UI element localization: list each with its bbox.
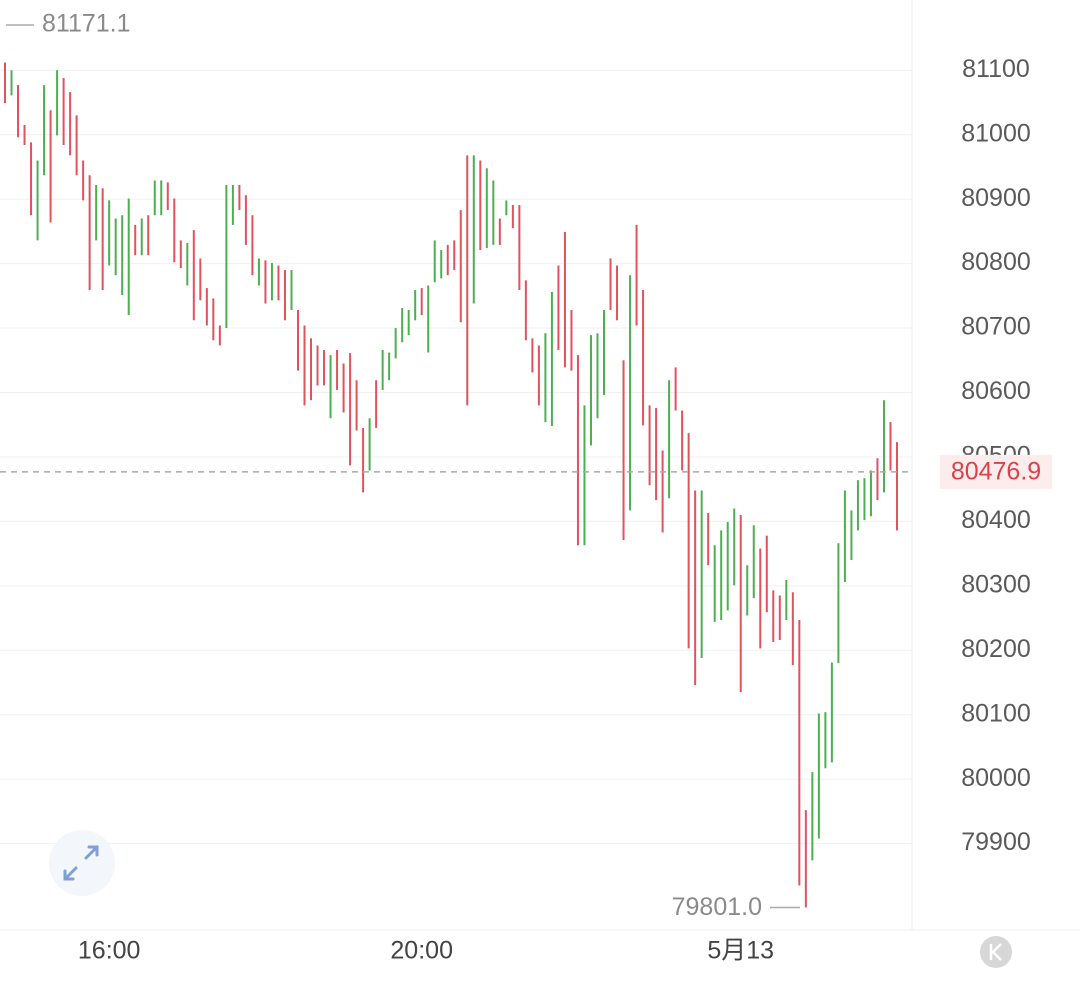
min-label: 79801.0	[672, 893, 762, 921]
y-tick-label: 80300	[961, 570, 1031, 598]
y-tick-label: 80700	[961, 313, 1031, 341]
y-tick-label: 80800	[961, 248, 1031, 276]
y-tick-label: 80200	[961, 635, 1031, 663]
last-price-box	[940, 454, 1052, 489]
last-price-label: 80476.9	[951, 457, 1041, 485]
max-label: 81171.1	[42, 10, 131, 38]
x-tick-label: 16:00	[78, 937, 141, 965]
y-tick-label: 79900	[961, 828, 1031, 856]
y-tick-label: 80600	[961, 377, 1031, 405]
y-tick-label: 80900	[961, 184, 1031, 212]
x-tick-label: 5月13	[707, 937, 774, 965]
y-tick-label: 80100	[961, 699, 1031, 727]
y-tick-label: 81100	[962, 55, 1030, 83]
grid	[0, 69, 912, 845]
x-tick-label: 20:00	[390, 937, 453, 965]
bars	[4, 62, 898, 908]
y-tick-label: 80000	[961, 764, 1031, 792]
y-tick-label: 81000	[961, 119, 1031, 147]
collapse-button[interactable]	[980, 936, 1012, 968]
expand-button[interactable]	[49, 830, 115, 896]
y-tick-label: 80400	[961, 506, 1031, 534]
